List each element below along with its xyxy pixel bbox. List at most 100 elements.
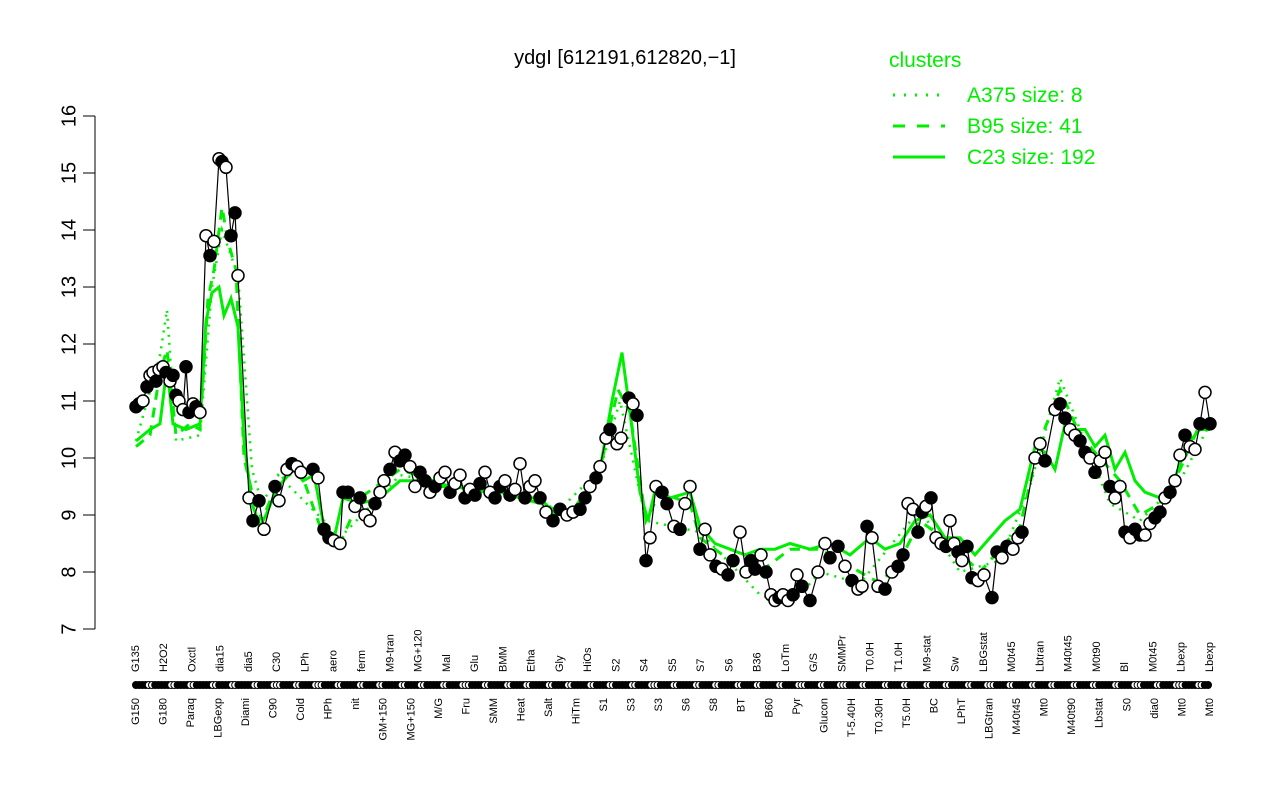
x-tick-label-top: Bl <box>1119 662 1131 672</box>
x-tick-label-bottom: Mt0 <box>1204 698 1216 716</box>
data-point <box>733 525 747 539</box>
data-point <box>528 474 542 488</box>
y-tick-label: 7 <box>58 623 80 634</box>
data-point <box>219 160 233 175</box>
data-point <box>1058 411 1072 425</box>
x-tick-label-bottom: HiTm <box>571 698 583 724</box>
x-tick-label-top: Mal <box>441 654 453 672</box>
x-tick-label-bottom: HPh <box>323 698 335 719</box>
data-point <box>166 368 180 383</box>
data-point <box>149 374 163 388</box>
data-point <box>803 593 817 608</box>
x-tick-label-bottom: Pyr <box>791 698 803 715</box>
x-tick-label-bottom: nit <box>350 698 362 710</box>
x-tick-label-top: Glu <box>469 655 481 672</box>
x-tick-label-top: M40t45 <box>1063 635 1075 672</box>
data-point <box>831 539 845 554</box>
data-point <box>790 568 804 582</box>
data-point <box>578 491 592 505</box>
data-point <box>660 496 674 511</box>
data-point <box>468 488 482 502</box>
x-tick-label-top: Etha <box>526 648 538 672</box>
data-point <box>703 548 717 562</box>
x-tick-label-top: S4 <box>639 659 651 672</box>
data-point <box>811 565 825 579</box>
data-point <box>891 559 905 574</box>
data-point <box>726 553 740 568</box>
x-tick-label-bottom: Mt0 <box>1039 698 1051 716</box>
x-tick-label-top: dia15 <box>215 645 227 672</box>
data-point <box>896 548 910 562</box>
x-tick-label-top: Oxctl <box>186 647 198 672</box>
data-point <box>878 582 892 596</box>
data-point <box>678 496 692 511</box>
data-point <box>341 485 355 499</box>
y-tick-label: 8 <box>58 566 80 577</box>
data-point <box>1198 385 1212 400</box>
data-point <box>795 579 809 594</box>
data-point <box>977 568 991 582</box>
data-point <box>593 459 607 474</box>
data-point <box>488 491 502 505</box>
x-tick-label-bottom: T-5.40H <box>846 698 858 737</box>
data-point <box>759 565 773 579</box>
x-tick-label-bottom: Heat <box>515 698 527 721</box>
x-tick-label-top: S2 <box>610 659 622 672</box>
x-tick-label-bottom: dia0 <box>1149 698 1161 719</box>
data-point <box>368 496 382 511</box>
x-tick-label-top: M0t45 <box>1006 641 1018 672</box>
y-tick-label: 14 <box>58 219 80 241</box>
y-tick-label: 11 <box>58 391 80 412</box>
x-tick-label-bottom: LBGtran <box>984 698 996 739</box>
data-point <box>228 206 242 220</box>
data-point <box>533 491 547 505</box>
data-point <box>478 465 492 480</box>
data-point <box>1088 465 1102 480</box>
data-point <box>860 519 874 534</box>
data-point <box>626 397 640 411</box>
data-point <box>855 579 869 594</box>
x-tick-label-top: BMM <box>497 646 509 672</box>
x-tick-label-bottom: S1 <box>598 698 610 711</box>
data-point <box>1203 417 1217 431</box>
data-point <box>589 471 603 485</box>
data-point <box>1053 397 1067 411</box>
x-tick-label-top: M0t90 <box>1091 641 1103 672</box>
data-point <box>398 448 412 462</box>
x-tick-label-top: M9-stat <box>921 635 933 672</box>
data-point <box>193 405 207 420</box>
data-point <box>683 479 697 494</box>
x-tick-label-bottom: Paraq <box>185 698 197 727</box>
data-point <box>754 548 768 562</box>
x-tick-label-top: G135 <box>130 645 142 672</box>
x-tick-label-bottom: Lbstat <box>1094 698 1106 728</box>
x-tick-label-bottom: M40t45 <box>1011 698 1023 735</box>
x-marker <box>1204 681 1212 689</box>
data-point <box>513 456 527 471</box>
x-tick-label-bottom: SMM <box>488 698 500 724</box>
data-point <box>418 474 432 488</box>
data-point <box>643 531 657 545</box>
data-point <box>1188 442 1202 457</box>
data-point <box>924 491 938 505</box>
x-tick-label-bottom: S3 <box>653 698 665 711</box>
data-point <box>655 485 669 499</box>
data-point <box>311 471 325 485</box>
data-point <box>333 536 347 551</box>
x-tick-label-bottom: LPhT <box>956 698 968 725</box>
x-tick-label-bottom: Mt0 <box>1176 698 1188 716</box>
data-point <box>786 588 800 602</box>
y-tick-label: 15 <box>58 162 80 184</box>
x-tick-label-top: T1.0H <box>893 642 905 672</box>
data-point <box>408 479 422 494</box>
x-tick-label-top: S6 <box>723 659 735 672</box>
sample-line <box>135 157 1211 603</box>
data-point <box>1038 454 1052 468</box>
data-point <box>1108 491 1122 505</box>
data-point <box>268 479 282 494</box>
x-tick-label-top: HiOs <box>582 647 594 672</box>
x-axis: G135 H2O2 Oxctl dia15 dia5 C30 LPh aero ferm M9-t… <box>130 630 1216 741</box>
data-point <box>639 553 653 568</box>
data-point <box>438 465 452 480</box>
x-tick-label-bottom: Salt <box>543 698 555 717</box>
